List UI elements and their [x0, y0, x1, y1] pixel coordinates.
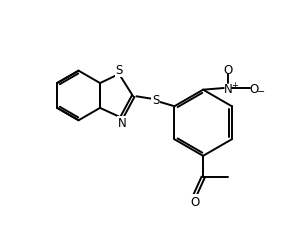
Text: +: + [231, 81, 238, 90]
Text: −: − [257, 86, 265, 96]
Text: S: S [152, 94, 159, 107]
Text: O: O [223, 64, 232, 77]
Text: N: N [223, 82, 232, 95]
Text: S: S [115, 64, 123, 77]
Text: O: O [190, 195, 200, 208]
Text: O: O [250, 82, 259, 95]
Text: N: N [118, 117, 127, 130]
